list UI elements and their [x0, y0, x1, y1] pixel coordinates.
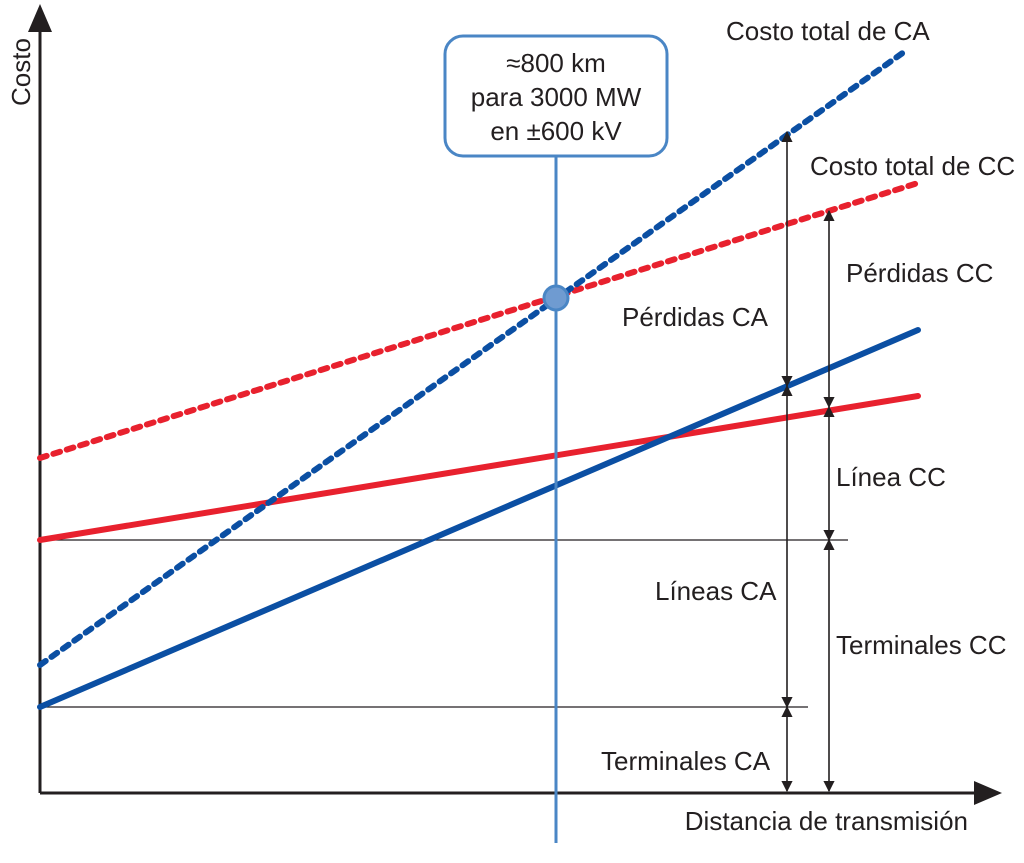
ac-total-cost-label: Costo total de CA: [726, 16, 930, 46]
dc-total-cost-label: Costo total de CC: [810, 151, 1015, 181]
break-even-callout-box: [443, 34, 669, 158]
dc-total-cost-line: [37, 180, 921, 461]
dc-line-cost: [37, 393, 921, 543]
ac-line-cost: [37, 327, 921, 710]
dc-line-label: Línea CC: [836, 462, 946, 492]
callout-line-2: para 3000 MW: [471, 82, 642, 112]
x-axis-label: Distancia de transmisión: [685, 806, 968, 836]
dc-losses-label: Pérdidas CC: [846, 258, 993, 288]
ac-lines-label: Líneas CA: [655, 576, 777, 606]
ac-losses-label: Pérdidas CA: [622, 302, 769, 332]
ac-total-cost-line: [37, 49, 907, 668]
dc-terminals-label: Terminales CC: [836, 630, 1007, 660]
y-axis-arrowhead: [28, 4, 52, 32]
callout-line-1: ≈800 km: [506, 48, 606, 78]
break-even-point-marker: [542, 284, 570, 312]
y-axis-label: Costo: [6, 38, 36, 106]
ac-terminals-label: Terminales CA: [601, 746, 771, 776]
callout-line-3: en ±600 kV: [490, 116, 622, 146]
x-axis-arrowhead: [974, 781, 1002, 805]
